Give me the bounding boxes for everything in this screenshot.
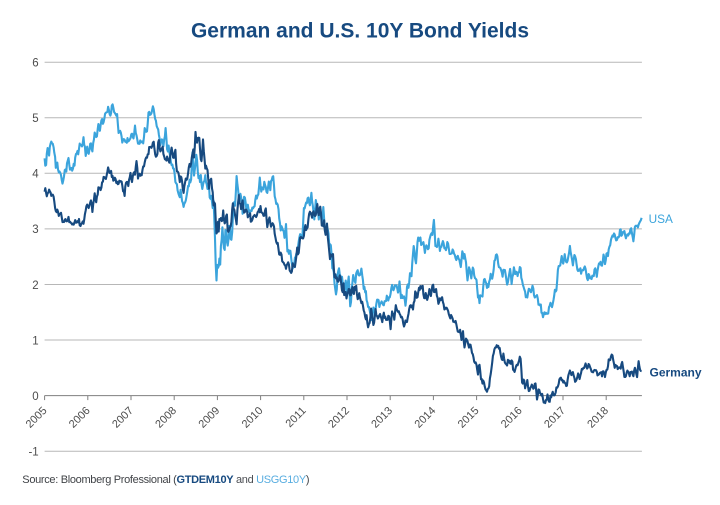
svg-text:USA: USA (649, 212, 673, 226)
svg-text:1: 1 (32, 335, 38, 347)
svg-text:2: 2 (32, 280, 38, 292)
svg-text:0: 0 (32, 391, 38, 403)
svg-text:German and U.S. 10Y Bond Yield: German and U.S. 10Y Bond Yields (191, 20, 529, 43)
svg-text:3: 3 (32, 224, 38, 236)
svg-text:-1: -1 (28, 447, 38, 459)
svg-text:6: 6 (32, 58, 38, 70)
svg-text:Germany: Germany (650, 366, 702, 380)
svg-text:5: 5 (32, 113, 38, 125)
svg-text:Source: Bloomberg Professional: Source: Bloomberg Professional (GTDEM10Y… (22, 474, 309, 486)
svg-text:4: 4 (32, 169, 39, 181)
